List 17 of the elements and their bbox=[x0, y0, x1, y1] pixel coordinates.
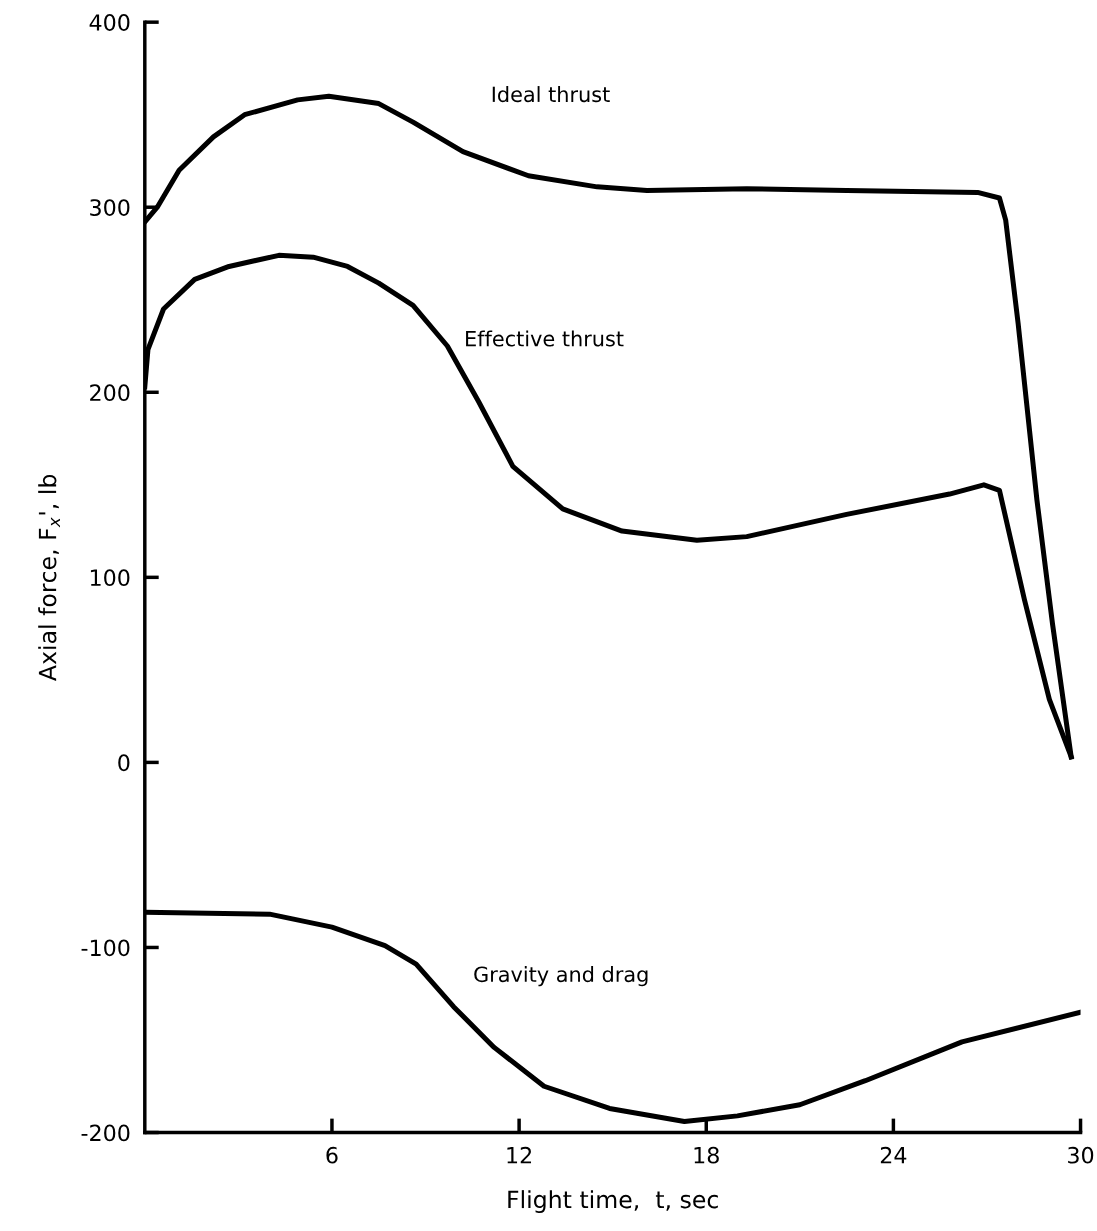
x-tick-label: 30 bbox=[1068, 1146, 1094, 1164]
x-tick-label: 18 bbox=[694, 1146, 719, 1164]
series-label: Gravity and drag bbox=[474, 966, 648, 987]
y-tick-label: -100 bbox=[81, 939, 130, 957]
x-tick-label: 6 bbox=[326, 1146, 338, 1164]
y-tick-label: -200 bbox=[81, 1124, 130, 1142]
y-tick-label: 200 bbox=[90, 384, 130, 402]
y-tick-label: 300 bbox=[90, 199, 130, 216]
y-axis-title: Axial force, F$_{x}$', lb bbox=[38, 474, 60, 681]
x-tick-label: 12 bbox=[507, 1146, 532, 1164]
y-tick-label: 400 bbox=[89, 14, 130, 31]
series-label: Effective thrust bbox=[466, 330, 624, 347]
y-tick-label: 100 bbox=[90, 569, 130, 587]
x-axis-title: Flight time, t, sec bbox=[508, 1190, 718, 1213]
y-tick-label: 0 bbox=[118, 754, 130, 772]
x-tick-label: 24 bbox=[880, 1146, 907, 1164]
text: Ideal thrust bbox=[492, 86, 610, 103]
